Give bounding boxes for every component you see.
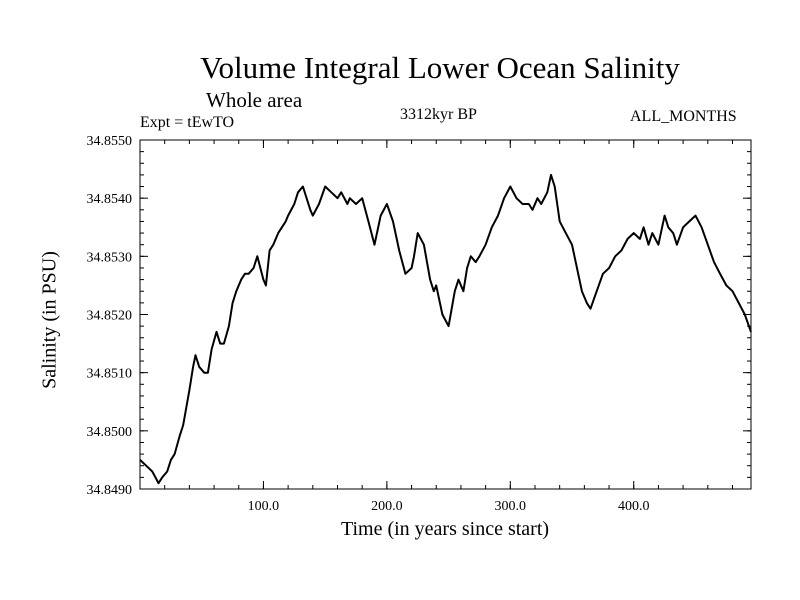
y-tick-label: 34.8510 <box>87 367 133 382</box>
y-tick-label: 34.8500 <box>87 425 133 440</box>
months-label: ALL_MONTHS <box>630 108 737 125</box>
x-tick-label: 100.0 <box>248 499 280 514</box>
tick-labels: 34.8490 34.8500 34.8510 34.8520 34.8530 34.85… <box>87 134 650 514</box>
chart-title: Volume Integral Lower Ocean Salinity <box>200 50 680 85</box>
x-axis-label: Time (in years since start) <box>340 518 550 540</box>
y-tick-label: 34.8490 <box>87 483 133 498</box>
y-tick-label: 34.8540 <box>87 192 133 207</box>
y-tick-label: 34.8520 <box>87 309 133 324</box>
chart-subtitle: Whole area <box>206 88 303 112</box>
experiment-label: Expt = tEwTO <box>140 114 235 131</box>
y-tick-label: 34.8550 <box>87 134 133 149</box>
y-tick-label: 34.8530 <box>87 250 133 265</box>
x-tick-label: 400.0 <box>618 499 650 514</box>
period-label: 3312kyr BP <box>400 106 477 123</box>
x-tick-label: 300.0 <box>495 499 527 514</box>
series-line-salinity <box>139 173 752 485</box>
x-tick-label: 200.0 <box>371 499 403 514</box>
axis-ticks <box>140 139 751 490</box>
